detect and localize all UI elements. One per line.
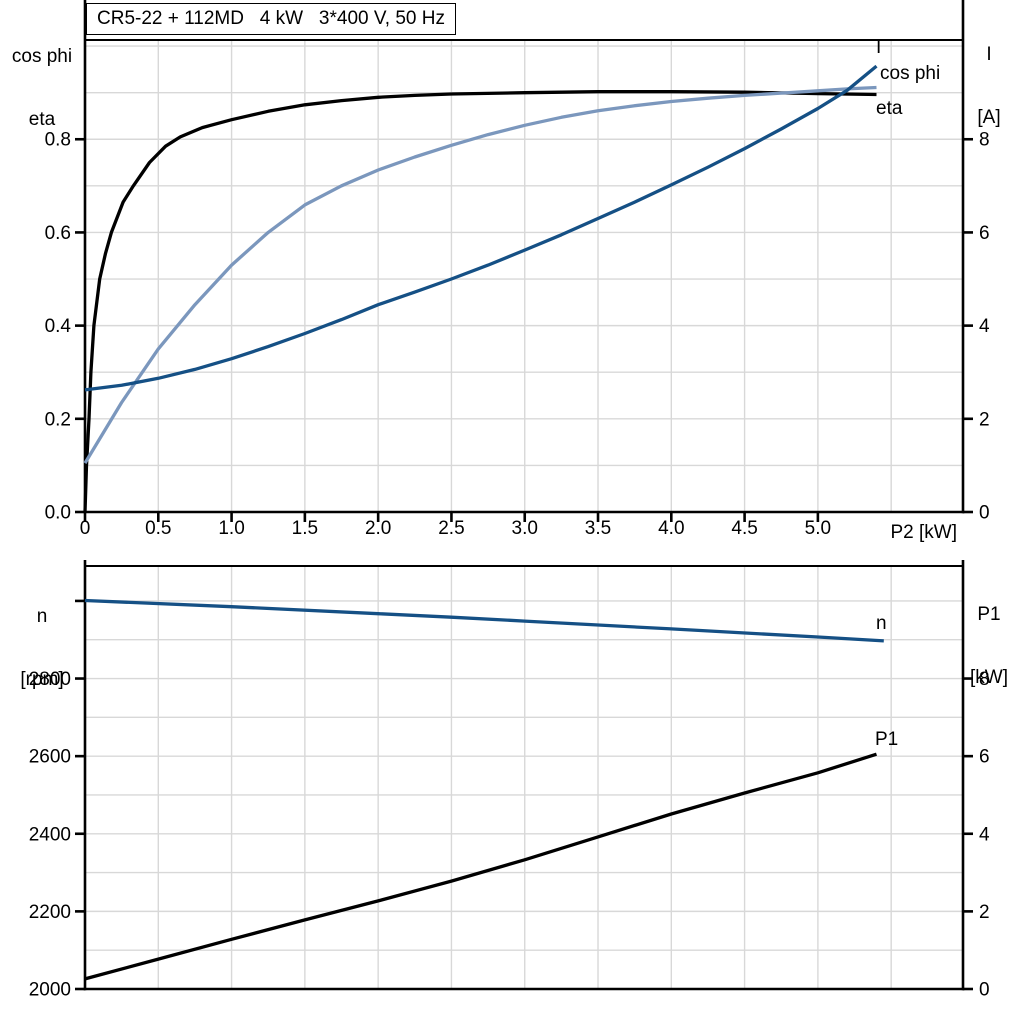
left-axis-tick-label: 2400 [29,824,71,845]
bottom-right-axis-label: P1 [kW] [956,562,1022,730]
x-axis-tick-label: 1.5 [292,518,318,539]
bottom-left-axis-label-line2: [rpm] [20,669,64,690]
bottom-chart: 2000 2200 2400 2600 2800 0 2 4 6 8 n P1 [29,560,990,1001]
bottom-right-axis-label-line1: P1 [977,604,1001,625]
x-axis-tick-label: 4.0 [658,518,684,539]
right-axis-tick-label: 0 [979,980,990,1001]
left-axis-tick-label: 0.0 [45,503,71,524]
right-axis-tick-label: 0 [979,503,990,524]
chart-title: CR5-22 + 112MD 4 kW 3*400 V, 50 Hz [97,8,445,29]
x-axis-tick-label: 5.0 [805,518,831,539]
curve-label-P1: P1 [875,729,898,750]
top-left-axis-label: cos phi eta [0,4,84,172]
right-axis-tick-label: 4 [979,824,990,845]
bottom-right-axis-label-line2: [kW] [970,667,1008,688]
series-n-curve [84,598,884,643]
left-axis-tick-label: 0.6 [45,223,71,244]
right-axis-tick-label: 6 [979,223,990,244]
left-axis-tick-label: 2200 [29,902,71,923]
curve-label-n: n [876,613,887,634]
bottom-left-axis-label: n [rpm] [0,564,84,732]
top-left-axis-label-line2: eta [28,109,56,130]
curve-label-cos-phi: cos phi [880,63,940,84]
series-eta-curve [83,90,877,513]
x-axis-tick-label: 4.5 [731,518,757,539]
x-axis-label: P2 [kW] [890,522,957,543]
right-axis-tick-label: 8 [979,669,990,690]
chart-title-box: CR5-22 + 112MD 4 kW 3*400 V, 50 Hz [86,3,456,35]
top-left-axis-label-line1: cos phi [11,46,73,67]
left-axis-tick-label: 2000 [29,980,71,1001]
top-right-axis-label: I [A] [958,2,1020,170]
x-axis-tick-label: 3.5 [585,518,611,539]
series-I-curve [84,64,878,392]
x-axis-tick-label: 2.5 [438,518,464,539]
left-axis-tick-label: 0.2 [45,409,71,430]
right-axis-tick-label: 2 [979,902,990,923]
bottom-left-axis-label-line1: n [36,606,48,627]
right-axis-tick-label: 8 [979,130,990,151]
left-axis-tick-label: 0.8 [45,130,71,151]
series-cos-phi-curve [83,85,877,464]
series-P1-curve [84,752,877,981]
top-right-axis-label-line1: I [986,44,992,65]
left-axis-tick-label: 2800 [29,669,71,690]
x-axis-tick-label: 3.0 [512,518,538,539]
top-chart: 0.0 0.2 0.4 0.6 0.8 0 2 4 6 8 0 0.5 1.0 1.5 2.0 2.5 3.0 3… [45,0,990,539]
x-axis-tick-label: 2.0 [365,518,391,539]
curve-label-eta: eta [876,98,903,119]
top-right-axis-label-line2: [A] [977,107,1001,128]
x-axis-tick-label: 0 [80,518,91,539]
left-axis-tick-label: 2600 [29,747,71,768]
right-axis-tick-label: 4 [979,316,990,337]
x-axis-tick-label: 0.5 [145,518,171,539]
left-axis-tick-label: 0.4 [45,316,72,337]
right-axis-tick-label: 2 [979,409,990,430]
x-axis-tick-label: 1.0 [218,518,244,539]
curve-label-I: I [876,37,881,58]
right-axis-tick-label: 6 [979,747,990,768]
